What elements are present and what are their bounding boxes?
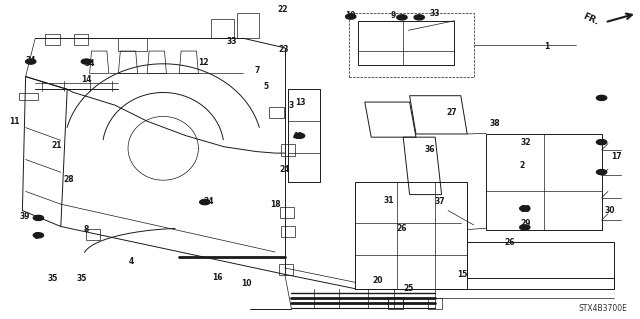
Text: 39: 39 [19, 212, 29, 221]
Circle shape [397, 15, 407, 20]
Text: 15: 15 [457, 270, 467, 279]
Text: 3: 3 [289, 101, 294, 110]
Text: 27: 27 [446, 108, 456, 117]
Text: 29: 29 [521, 219, 531, 228]
Text: 10: 10 [241, 279, 252, 288]
Text: 32: 32 [521, 138, 531, 147]
Text: 6: 6 [34, 232, 39, 241]
Circle shape [520, 206, 530, 211]
Text: 38: 38 [490, 119, 500, 128]
Circle shape [596, 170, 607, 175]
Text: 40: 40 [292, 132, 303, 141]
Text: 19: 19 [346, 11, 356, 20]
Text: 11: 11 [9, 117, 19, 126]
Circle shape [26, 59, 36, 64]
Text: 26: 26 [397, 224, 407, 233]
Text: 23: 23 [278, 45, 289, 54]
Circle shape [520, 225, 530, 230]
Text: 16: 16 [212, 273, 223, 282]
Circle shape [200, 200, 210, 205]
Text: 8: 8 [84, 225, 89, 234]
Text: 29: 29 [521, 205, 531, 214]
Text: 35: 35 [76, 274, 86, 283]
Circle shape [33, 215, 44, 220]
Text: 37: 37 [435, 197, 445, 206]
Text: 36: 36 [425, 145, 435, 154]
Text: 28: 28 [64, 175, 74, 184]
Circle shape [33, 233, 44, 238]
Text: 13: 13 [296, 98, 306, 107]
Circle shape [294, 133, 305, 138]
Text: STX4B3700E: STX4B3700E [579, 304, 627, 313]
Text: 33: 33 [430, 9, 440, 18]
Text: 4: 4 [129, 257, 134, 266]
Circle shape [346, 14, 356, 19]
Text: 33: 33 [227, 37, 237, 46]
Text: 5: 5 [263, 82, 268, 91]
Text: 35: 35 [47, 274, 58, 283]
Text: FR.: FR. [582, 11, 600, 27]
Text: 26: 26 [505, 238, 515, 247]
Text: 7: 7 [255, 66, 260, 75]
Text: 34: 34 [84, 59, 95, 68]
Circle shape [414, 15, 424, 20]
Text: 18: 18 [270, 200, 280, 209]
Text: 1: 1 [545, 42, 550, 51]
Text: 12: 12 [198, 58, 209, 67]
Text: 34: 34 [26, 56, 36, 65]
Text: 2: 2 [519, 161, 524, 170]
Text: 17: 17 [611, 152, 621, 161]
Text: 14: 14 [81, 75, 92, 84]
Text: 34: 34 [204, 197, 214, 206]
Circle shape [596, 140, 607, 145]
Text: 30: 30 [605, 206, 615, 215]
Text: 21: 21 [51, 141, 61, 150]
Text: 9: 9 [391, 11, 396, 20]
Circle shape [596, 95, 607, 100]
Text: 22: 22 [278, 5, 288, 14]
Circle shape [81, 59, 92, 64]
Text: 31: 31 [383, 197, 394, 205]
Text: 25: 25 [403, 284, 413, 293]
Text: 24: 24 [280, 165, 290, 174]
Text: 20: 20 [372, 276, 383, 285]
